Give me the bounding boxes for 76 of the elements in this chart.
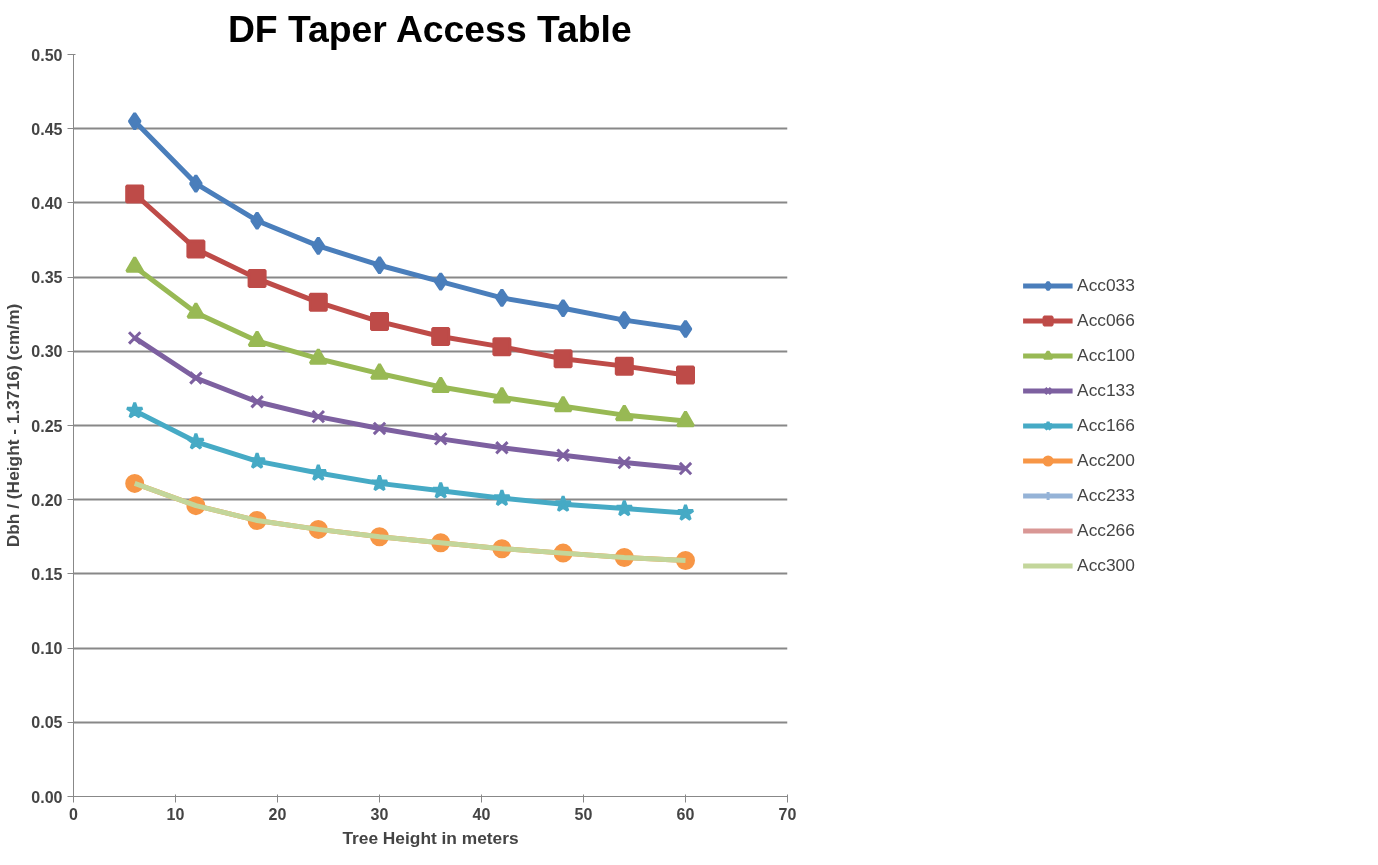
point [309,463,328,481]
x-axis-title: Tree Height in meters [342,827,519,848]
point [125,184,145,204]
x-tick-label: 30 [370,805,389,823]
point [125,401,144,419]
point [676,503,695,522]
point [553,395,573,413]
legend-label: Acc033 [1077,274,1135,296]
point [370,312,389,332]
point [615,499,634,517]
y-tick-label: 0.40 [31,194,63,212]
y-tick-label: 0.20 [31,491,63,509]
y-tick-label: 0.15 [31,565,63,583]
x-tick-label: 20 [268,805,287,823]
point [311,409,326,424]
point [247,330,267,348]
point [492,337,512,357]
legend-label: Acc100 [1077,344,1135,366]
point [492,488,512,507]
legend-label: Acc266 [1077,519,1135,541]
point [311,236,326,256]
x-tick-label: 10 [166,805,185,823]
point [678,319,693,339]
point [617,310,632,330]
point [431,326,451,346]
point [617,455,632,470]
point [553,494,573,513]
point [433,272,448,292]
point [676,365,695,385]
legend-label: Acc133 [1077,379,1135,401]
point [678,461,693,476]
y-tick-label: 0.10 [31,640,63,658]
point [249,394,265,409]
y-tick-label: 0.25 [31,417,63,435]
point [308,292,328,312]
legend-label: Acc066 [1077,309,1135,331]
y-tick-label: 0.30 [31,343,63,361]
legend-label: Acc300 [1077,554,1135,576]
point [494,440,510,455]
point [247,451,267,470]
point [189,174,203,194]
point [614,404,634,422]
point [431,481,450,499]
point [372,421,387,436]
point [188,370,204,386]
point [127,111,142,131]
chart-title: DF Taper Access Table [227,7,632,50]
legend-label: Acc233 [1077,484,1135,506]
y-tick-label: 0.50 [31,46,63,64]
y-axis-title: Dbh / (Height - 1.3716) (cm/m) [3,303,24,548]
legend-label: Acc166 [1077,414,1135,436]
point [495,288,509,308]
y-tick-label: 0.45 [31,120,63,138]
legend-label: Acc200 [1077,449,1135,471]
point [555,448,571,463]
point [127,330,142,346]
x-tick-label: 60 [676,805,695,823]
point [553,349,573,369]
point [372,255,387,275]
point [431,376,451,394]
x-tick-label: 0 [69,805,79,823]
y-tick-label: 0.35 [31,269,63,287]
x-tick-label: 40 [472,805,491,823]
point [556,298,570,318]
point [186,432,206,450]
y-tick-label: 0.00 [31,788,63,806]
point [676,410,695,428]
point [433,431,448,447]
x-tick-label: 50 [574,805,593,823]
point [614,356,634,376]
point [186,239,206,259]
x-tick-label: 70 [778,805,797,823]
y-tick-label: 0.05 [31,714,63,732]
point [250,211,264,231]
point [247,269,267,289]
point [370,473,389,492]
